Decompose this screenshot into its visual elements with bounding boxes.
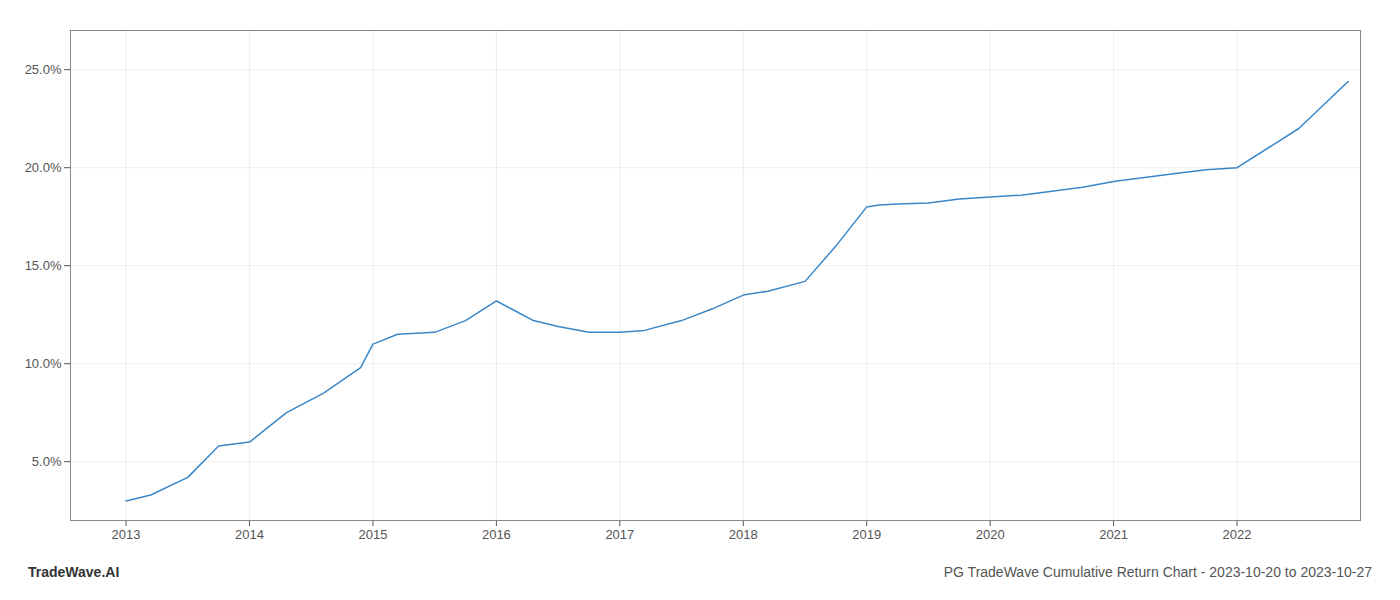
- svg-text:15.0%: 15.0%: [25, 258, 62, 273]
- svg-text:2020: 2020: [976, 527, 1005, 542]
- svg-text:2017: 2017: [605, 527, 634, 542]
- svg-text:2016: 2016: [482, 527, 511, 542]
- svg-text:2014: 2014: [235, 527, 264, 542]
- svg-text:10.0%: 10.0%: [25, 356, 62, 371]
- svg-text:2013: 2013: [112, 527, 141, 542]
- svg-text:2015: 2015: [358, 527, 387, 542]
- svg-text:2022: 2022: [1223, 527, 1252, 542]
- svg-text:25.0%: 25.0%: [25, 62, 62, 77]
- svg-text:2019: 2019: [852, 527, 881, 542]
- html-text:TradeWave.AI: TradeWave.AI: [28, 564, 120, 580]
- svg-text:2018: 2018: [729, 527, 758, 542]
- svg-text:20.0%: 20.0%: [25, 160, 62, 175]
- html-text:PG TradeWave Cumulative Return: PG TradeWave Cumulative Return Chart - 2…: [943, 564, 1372, 580]
- svg-text:2021: 2021: [1099, 527, 1128, 542]
- svg-text:5.0%: 5.0%: [32, 454, 62, 469]
